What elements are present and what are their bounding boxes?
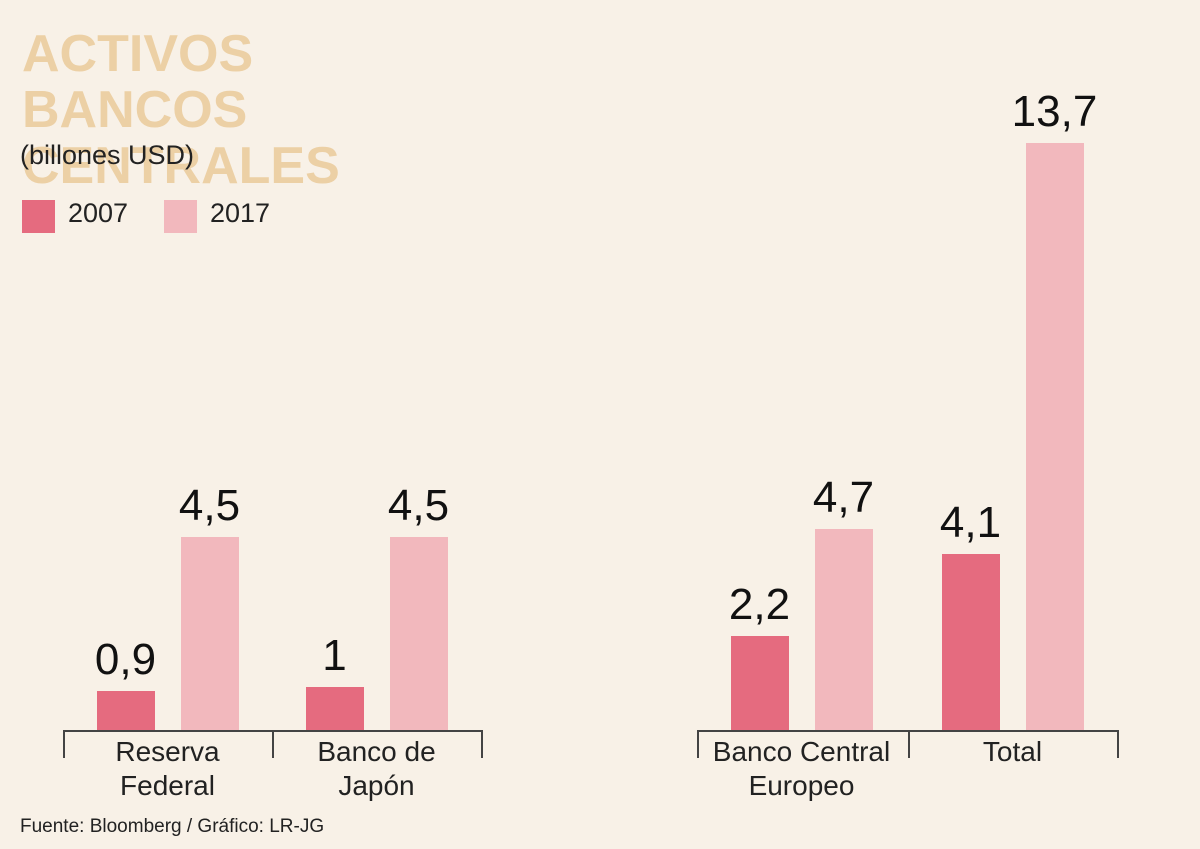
value-label: 1 [322,631,347,681]
bar [305,687,364,730]
bar [180,537,239,730]
value-label: 13,7 [1011,87,1098,136]
bar [96,691,155,730]
chart-subtitle: (billones USD) [20,140,195,170]
legend-swatch [22,200,55,233]
value-label: 0,9 [94,635,157,685]
x-tick-label: Banco Central Europeo [712,736,891,801]
bar [730,635,789,730]
x-tick-label: Reserva Federal [115,736,220,801]
axis-tick [697,730,699,758]
bar [814,528,873,730]
axis-line [697,730,1117,732]
axis-tick [272,730,274,758]
legend-label: 2017 [210,198,271,228]
axis-tick [1117,730,1119,758]
x-tick-label: Banco de Japón [317,736,436,801]
legend-swatch [164,200,197,233]
value-label: 2,2 [728,579,791,629]
value-label: 4,7 [812,472,875,522]
value-label: 4,5 [387,481,450,531]
value-label: 4,5 [178,481,241,531]
chart-title: ACTIVOS BANCOS CENTRALES [22,25,340,195]
bar [389,537,448,730]
axis-tick [908,730,910,758]
axis-tick [63,730,65,758]
source-note: Fuente: Bloomberg / Gráfico: LR-JG [20,816,325,837]
axis-tick [481,730,483,758]
value-label: 4,1 [939,498,1002,548]
legend-label: 2007 [68,198,129,228]
bar [1025,143,1084,730]
x-tick-label: Total [982,736,1043,767]
bar [941,554,1000,730]
